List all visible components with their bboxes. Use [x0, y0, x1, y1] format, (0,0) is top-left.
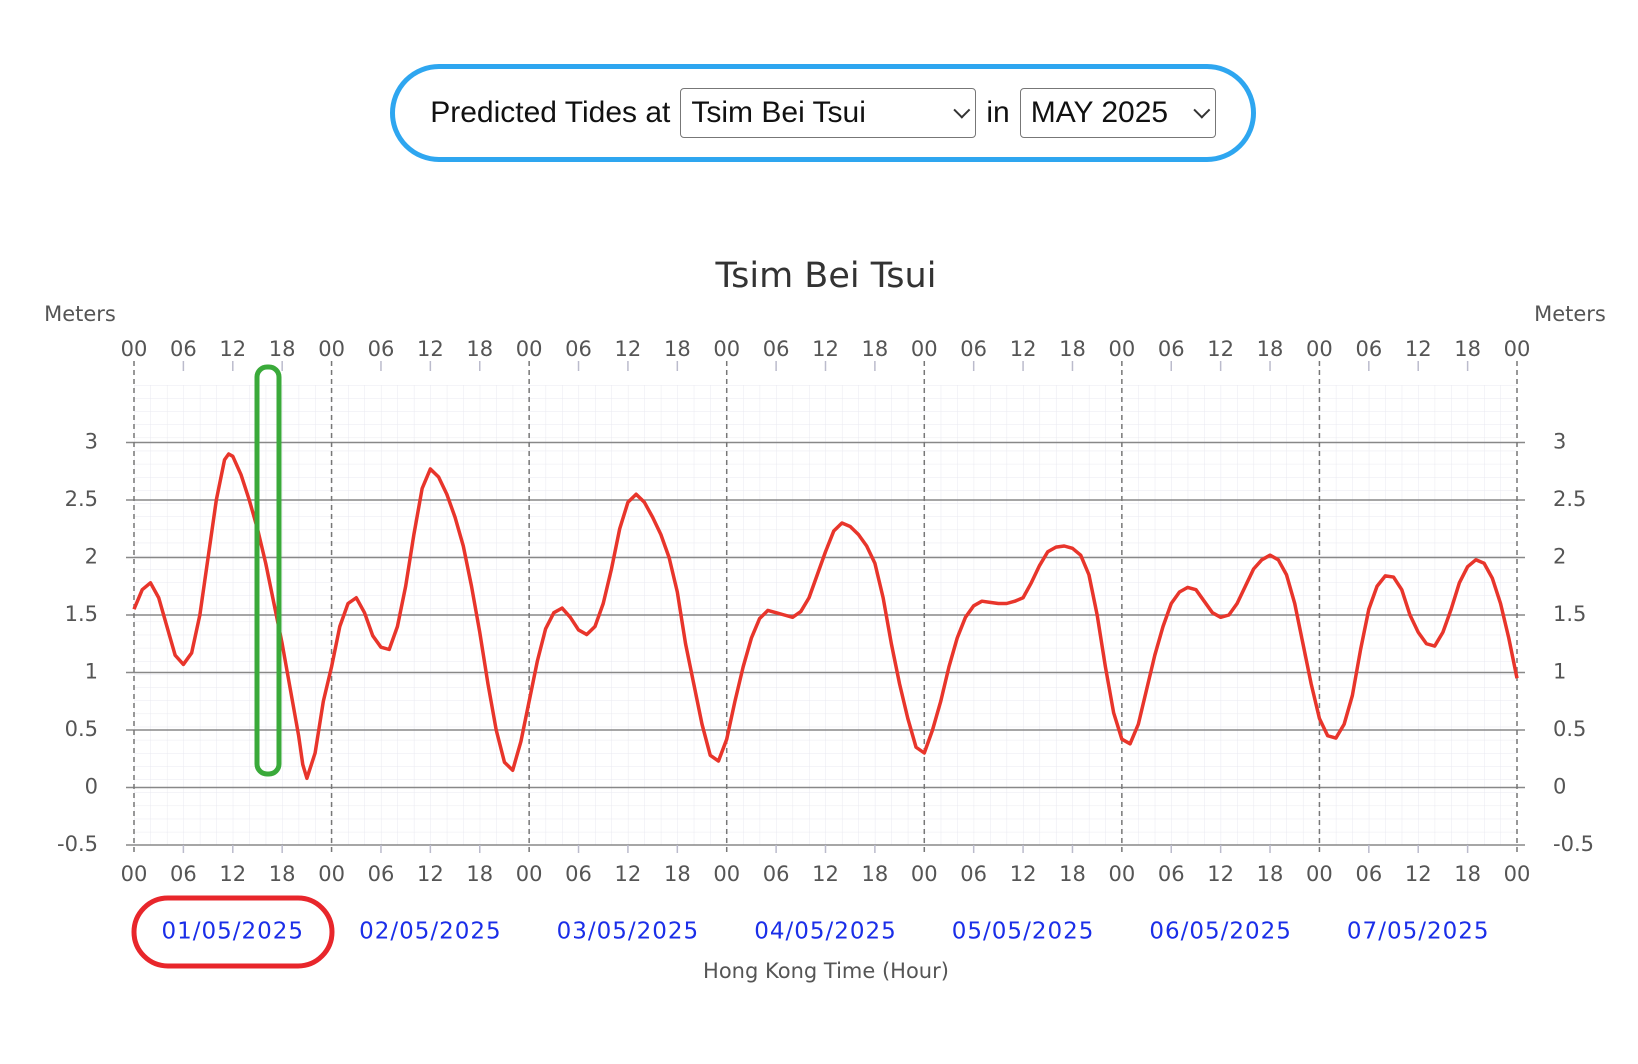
y2-tick-label: 0.5 [1553, 717, 1586, 741]
month-select[interactable]: MAY 2025 [1019, 88, 1216, 138]
x-tick-label: 12 [417, 862, 444, 886]
y2-tick-label: 1 [1553, 660, 1566, 684]
x-tick-label-top: 12 [219, 337, 246, 361]
date-label: 07/05/2025 [1347, 919, 1490, 945]
station-select[interactable]: Tsim Bei Tsui [680, 88, 977, 138]
date-label: 04/05/2025 [754, 919, 897, 945]
x-tick-label-top: 12 [1207, 337, 1234, 361]
x-tick-label: 00 [1504, 862, 1531, 886]
x-tick-label: 00 [713, 862, 740, 886]
x-tick-label: 06 [1355, 862, 1382, 886]
x-tick-label-top: 18 [1059, 337, 1086, 361]
y2-tick-label: 2.5 [1553, 487, 1586, 511]
x-tick-label-top: 06 [1158, 337, 1185, 361]
x-tick-label-top: 12 [1405, 337, 1432, 361]
x-tick-label: 12 [1010, 862, 1037, 886]
date-label: 05/05/2025 [952, 919, 1095, 945]
date-label: 01/05/2025 [161, 919, 304, 945]
y2-tick-label: 2 [1553, 545, 1566, 569]
date-label: 02/05/2025 [359, 919, 502, 945]
x-tick-label-top: 06 [565, 337, 592, 361]
date-label: 06/05/2025 [1149, 919, 1292, 945]
header-pill: Predicted Tides at Tsim Bei Tsui in MAY … [390, 64, 1256, 162]
y2-tick-label: 1.5 [1553, 602, 1586, 626]
x-tick-label: 00 [516, 862, 543, 886]
x-tick-label: 06 [960, 862, 987, 886]
x-tick-label-top: 12 [417, 337, 444, 361]
x-tick-label-top: 00 [516, 337, 543, 361]
x-tick-label: 18 [1257, 862, 1284, 886]
x-tick-label-top: 18 [1454, 337, 1481, 361]
y-tick-label: -0.5 [57, 832, 98, 856]
x-tick-label-top: 06 [960, 337, 987, 361]
x-tick-label-top: 06 [763, 337, 790, 361]
x-tick-label: 00 [1108, 862, 1135, 886]
x-tick-label-top: 00 [121, 337, 148, 361]
x-tick-label: 12 [1207, 862, 1234, 886]
x-tick-label-top: 06 [170, 337, 197, 361]
x-tick-label: 00 [318, 862, 345, 886]
station-value: Tsim Bei Tsui [691, 96, 866, 129]
x-tick-label: 00 [911, 862, 938, 886]
y-tick-label: 0.5 [65, 717, 98, 741]
x-tick-label: 18 [1454, 862, 1481, 886]
x-tick-label: 06 [763, 862, 790, 886]
x-tick-label: 06 [565, 862, 592, 886]
x-tick-label: 12 [812, 862, 839, 886]
x-tick-label-top: 00 [1108, 337, 1135, 361]
month-value: MAY 2025 [1030, 96, 1169, 129]
x-tick-label: 18 [1059, 862, 1086, 886]
x-tick-label: 18 [466, 862, 493, 886]
x-axis-label: Hong Kong Time (Hour) [703, 959, 949, 983]
tide-line [132, 452, 1519, 781]
x-tick-label-top: 18 [664, 337, 691, 361]
highlight-date [131, 895, 335, 969]
x-tick-label-top: 06 [1355, 337, 1382, 361]
x-tick-label-top: 18 [1257, 337, 1284, 361]
y-tick-label: 1 [85, 660, 98, 684]
y2-tick-label: 3 [1553, 430, 1566, 454]
x-tick-label-top: 00 [911, 337, 938, 361]
header-joiner: in [986, 96, 1010, 129]
y2-axis-label: Meters [1534, 302, 1606, 326]
x-tick-label: 00 [1306, 862, 1333, 886]
x-tick-label-top: 06 [368, 337, 395, 361]
x-tick-label-top: 18 [466, 337, 493, 361]
x-tick-label: 18 [269, 862, 296, 886]
y-tick-label: 2.5 [65, 487, 98, 511]
x-tick-label: 06 [170, 862, 197, 886]
x-tick-label-top: 12 [615, 337, 642, 361]
x-tick-label-top: 12 [812, 337, 839, 361]
date-label: 03/05/2025 [557, 919, 700, 945]
y2-tick-label: 0 [1553, 775, 1566, 799]
x-tick-label: 12 [1405, 862, 1432, 886]
y-tick-label: 2 [85, 545, 98, 569]
x-tick-label: 18 [664, 862, 691, 886]
y-tick-label: 3 [85, 430, 98, 454]
x-tick-label: 12 [219, 862, 246, 886]
x-tick-label-top: 18 [269, 337, 296, 361]
x-tick-label: 06 [1158, 862, 1185, 886]
y-tick-label: 1.5 [65, 602, 98, 626]
x-tick-label-top: 00 [1504, 337, 1531, 361]
header-label: Predicted Tides at [430, 96, 671, 129]
y2-tick-label: -0.5 [1553, 832, 1594, 856]
x-tick-label: 00 [121, 862, 148, 886]
highlight-box [254, 364, 282, 777]
x-tick-label-top: 00 [318, 337, 345, 361]
x-tick-label: 18 [862, 862, 889, 886]
x-tick-label: 12 [615, 862, 642, 886]
chart-title: Tsim Bei Tsui [715, 256, 937, 296]
x-tick-label-top: 18 [862, 337, 889, 361]
x-tick-label-top: 00 [713, 337, 740, 361]
x-tick-label-top: 12 [1010, 337, 1037, 361]
y-tick-label: 0 [85, 775, 98, 799]
y-axis-label: Meters [44, 302, 116, 326]
x-tick-label: 06 [368, 862, 395, 886]
x-tick-label-top: 00 [1306, 337, 1333, 361]
